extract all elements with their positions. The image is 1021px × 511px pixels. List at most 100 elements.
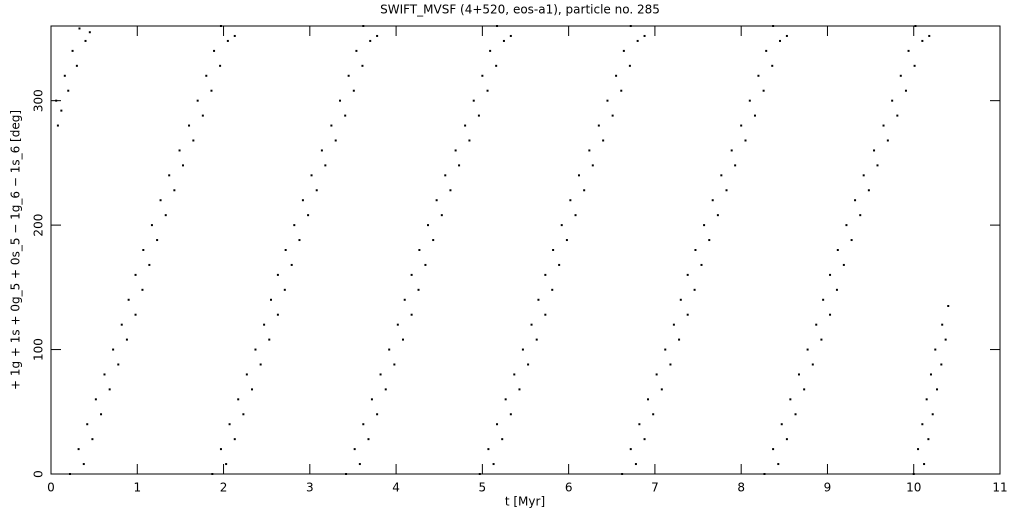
- point: [320, 149, 323, 152]
- point: [301, 199, 304, 202]
- point: [577, 174, 580, 177]
- point: [75, 64, 78, 67]
- point: [91, 438, 94, 441]
- point: [324, 164, 327, 167]
- point: [424, 263, 427, 266]
- point: [56, 124, 59, 127]
- point: [597, 124, 600, 127]
- point: [509, 34, 512, 37]
- point: [652, 413, 655, 416]
- point: [376, 34, 379, 37]
- point: [700, 263, 703, 266]
- point: [904, 89, 907, 92]
- point: [544, 313, 547, 316]
- point: [944, 338, 947, 341]
- point: [492, 463, 495, 466]
- y-axis-label: + 1g + 1s + 0g_5 + 0s_5 − 1g_6 − 1s_6 [d…: [9, 110, 23, 390]
- point: [744, 139, 747, 142]
- point: [417, 288, 420, 291]
- point: [615, 74, 618, 77]
- point: [444, 174, 447, 177]
- point: [569, 199, 572, 202]
- point: [125, 338, 128, 341]
- point: [219, 25, 222, 27]
- point: [730, 149, 733, 152]
- x-tick-label: 1: [133, 481, 141, 495]
- point: [762, 89, 765, 92]
- point: [928, 34, 931, 37]
- point: [77, 448, 80, 451]
- point: [501, 438, 504, 441]
- point: [720, 174, 723, 177]
- point: [315, 189, 318, 192]
- point: [876, 164, 879, 167]
- point: [464, 124, 467, 127]
- point: [842, 263, 845, 266]
- point: [912, 473, 915, 475]
- point: [931, 413, 934, 416]
- point: [263, 323, 266, 326]
- point: [763, 473, 766, 475]
- point: [403, 298, 406, 301]
- point: [284, 249, 287, 251]
- point: [558, 263, 561, 266]
- point: [552, 249, 555, 251]
- point: [850, 239, 853, 242]
- point: [882, 124, 885, 127]
- point: [410, 273, 413, 276]
- point: [815, 323, 818, 326]
- point: [370, 398, 373, 401]
- point: [513, 373, 516, 376]
- point: [344, 114, 347, 117]
- y-tick-label: 200: [32, 214, 46, 237]
- point: [734, 164, 737, 167]
- point: [777, 463, 780, 466]
- point: [112, 348, 115, 351]
- point: [489, 49, 492, 52]
- point: [771, 64, 774, 67]
- point: [621, 473, 624, 475]
- point: [679, 298, 682, 301]
- point: [628, 64, 631, 67]
- point: [201, 114, 204, 117]
- point: [367, 438, 370, 441]
- x-tick-label: 5: [479, 481, 487, 495]
- x-tick-label: 6: [565, 481, 573, 495]
- point: [477, 114, 480, 117]
- point: [393, 363, 396, 366]
- point: [164, 214, 167, 217]
- point: [636, 39, 639, 42]
- x-tick-label: 4: [392, 481, 400, 495]
- point: [156, 239, 159, 242]
- point: [794, 413, 797, 416]
- point: [148, 263, 151, 266]
- point: [100, 413, 103, 416]
- point: [205, 74, 208, 77]
- point: [765, 49, 768, 52]
- point: [71, 49, 74, 52]
- point: [779, 39, 782, 42]
- point: [886, 139, 889, 142]
- point: [211, 473, 214, 475]
- point: [196, 99, 199, 102]
- point: [703, 224, 706, 227]
- x-tick-label: 2: [220, 481, 228, 495]
- point: [68, 473, 71, 475]
- point: [496, 423, 499, 426]
- point: [591, 164, 594, 167]
- x-tick-label: 10: [906, 481, 921, 495]
- point: [362, 25, 365, 27]
- y-tick-label: 100: [32, 338, 46, 361]
- point: [785, 34, 788, 37]
- point: [891, 99, 894, 102]
- point: [921, 39, 924, 42]
- point: [142, 249, 145, 251]
- point: [655, 373, 658, 376]
- point: [276, 273, 279, 276]
- point: [361, 64, 364, 67]
- point: [606, 99, 609, 102]
- point: [127, 298, 130, 301]
- point: [686, 313, 689, 316]
- point: [468, 139, 471, 142]
